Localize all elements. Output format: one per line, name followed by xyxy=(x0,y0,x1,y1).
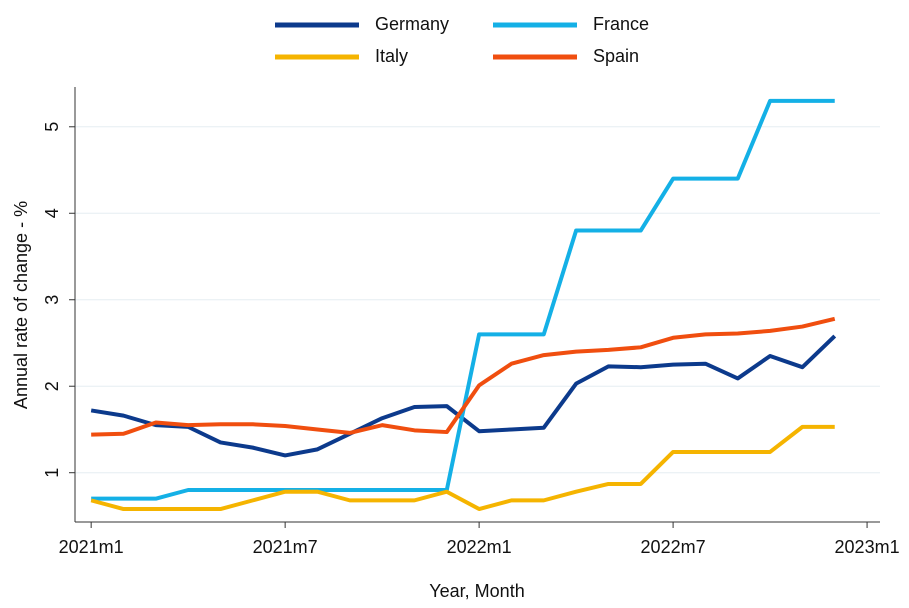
legend-label: Italy xyxy=(375,46,408,66)
y-tick-label: 1 xyxy=(42,468,62,478)
y-tick-label: 5 xyxy=(42,122,62,132)
y-tick-label: 2 xyxy=(42,381,62,391)
y-axis-title: Annual rate of change - % xyxy=(11,201,31,409)
x-tick-label: 2023m1 xyxy=(835,537,900,557)
legend-label: Germany xyxy=(375,14,449,34)
x-tick-label: 2022m1 xyxy=(447,537,512,557)
legend-label: France xyxy=(593,14,649,34)
x-axis-title: Year, Month xyxy=(429,581,524,601)
line-series xyxy=(90,334,837,458)
x-tick-label: 2021m7 xyxy=(253,537,318,557)
line-series xyxy=(90,424,835,512)
y-tick-label: 4 xyxy=(42,208,62,218)
x-tick-label: 2021m1 xyxy=(59,537,124,557)
y-tick-label: 3 xyxy=(42,295,62,305)
x-tick-label: 2022m7 xyxy=(641,537,706,557)
legend-label: Spain xyxy=(593,46,639,66)
line-series xyxy=(91,316,836,437)
